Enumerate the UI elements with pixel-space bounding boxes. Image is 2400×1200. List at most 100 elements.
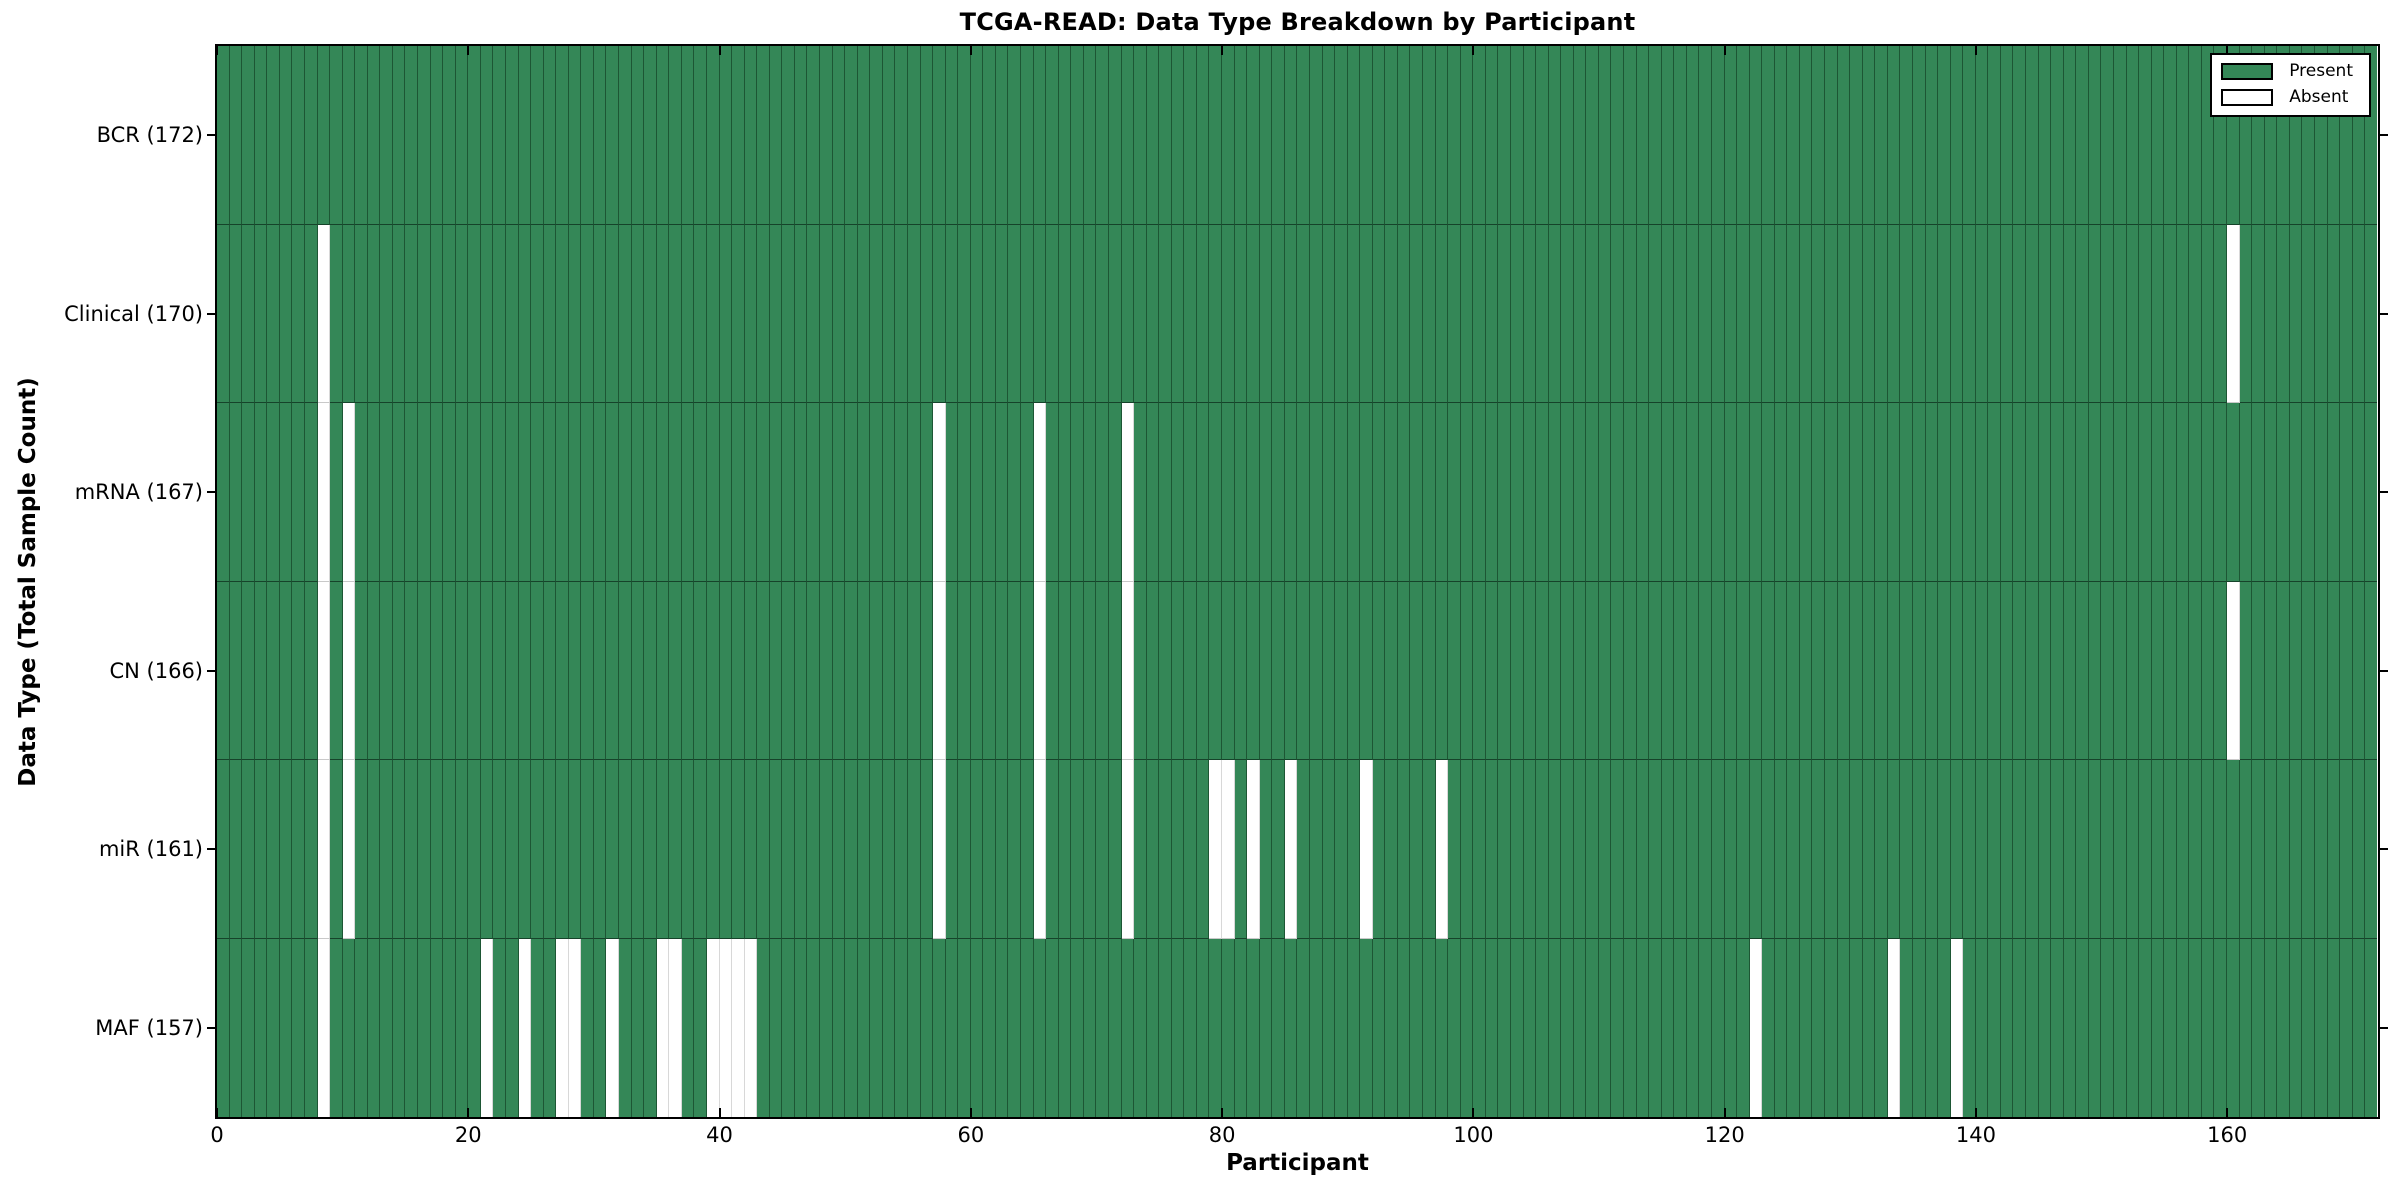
matrix-cell [995, 760, 1009, 939]
matrix-cell [1536, 760, 1549, 939]
matrix-cell [2365, 403, 2377, 582]
matrix-cell [1247, 403, 1260, 582]
x-tick-mark [216, 1108, 218, 1117]
matrix-cell [1096, 581, 1109, 760]
matrix-cell [1435, 581, 1449, 760]
matrix-cell [2365, 938, 2377, 1117]
matrix-cell [983, 224, 996, 403]
matrix-cell [531, 403, 544, 582]
matrix-cell [1134, 581, 1147, 760]
y-tick-mark [2380, 1026, 2388, 1029]
matrix-cell [2277, 403, 2290, 582]
matrix-cell [1159, 403, 1172, 582]
matrix-row-MAF [217, 938, 2378, 1117]
matrix-cell [317, 581, 331, 760]
matrix-cell [644, 403, 657, 582]
matrix-cell [1950, 224, 1964, 403]
matrix-cell [681, 403, 695, 582]
x-tick-mark [1221, 1108, 1224, 1117]
matrix-cell [2352, 938, 2366, 1117]
matrix-cell [1850, 224, 1863, 403]
matrix-cell [342, 938, 356, 1117]
matrix-cell [380, 760, 393, 939]
matrix-cell [2264, 938, 2278, 1117]
matrix-cell [1423, 581, 1436, 760]
matrix-cell [1448, 938, 1461, 1117]
matrix-cell [1837, 224, 1851, 403]
matrix-cell [2314, 938, 2328, 1117]
matrix-cell [732, 46, 745, 225]
matrix-cell [1460, 224, 1474, 403]
matrix-cell [1850, 581, 1863, 760]
matrix-cell [1988, 46, 2001, 225]
matrix-cell [1887, 581, 1901, 760]
matrix-cell [644, 46, 657, 225]
matrix-cell [644, 224, 657, 403]
matrix-cell [217, 224, 230, 403]
matrix-cell [1548, 938, 1562, 1117]
matrix-cell [355, 46, 368, 225]
matrix-cell [1196, 403, 1210, 582]
matrix-cell [355, 581, 368, 760]
matrix-cell [556, 46, 569, 225]
matrix-cell [719, 760, 733, 939]
matrix-cell [531, 46, 544, 225]
matrix-cell [1825, 46, 1838, 225]
matrix-cell [1586, 224, 1599, 403]
matrix-cell [1611, 581, 1624, 760]
matrix-cell [229, 46, 243, 225]
matrix-cell [1649, 938, 1662, 1117]
matrix-cell [744, 403, 758, 582]
matrix-cell [418, 46, 431, 225]
matrix-cell [1900, 224, 1913, 403]
matrix-cell [1636, 224, 1650, 403]
y-tick-mark [2380, 848, 2388, 851]
matrix-cell [895, 46, 908, 225]
matrix-cell [1711, 403, 1725, 582]
x-tick-mark [1723, 46, 1726, 55]
matrix-cell [1561, 224, 1574, 403]
matrix-cell [945, 403, 959, 582]
matrix-cell [1686, 46, 1700, 225]
matrix-cell [1435, 46, 1449, 225]
matrix-cell [279, 403, 293, 582]
matrix-cell [1498, 46, 1511, 225]
matrix-cell [1171, 224, 1185, 403]
matrix-cell [279, 760, 293, 939]
matrix-cell [1510, 46, 1524, 225]
matrix-cell [619, 403, 632, 582]
matrix-cell [568, 938, 582, 1117]
matrix-cell [1372, 46, 1386, 225]
matrix-cell [794, 403, 808, 582]
matrix-cell [1108, 760, 1122, 939]
matrix-cell [1975, 224, 1989, 403]
matrix-cell [392, 760, 406, 939]
matrix-cell [2088, 403, 2102, 582]
matrix-cell [1033, 46, 1047, 225]
matrix-cell [1762, 581, 1775, 760]
matrix-cell [1837, 938, 1851, 1117]
matrix-cell [1523, 760, 1537, 939]
matrix-cell [2302, 403, 2315, 582]
matrix-cell [229, 581, 243, 760]
matrix-cell [782, 403, 795, 582]
matrix-cell [1963, 581, 1976, 760]
matrix-cell [1674, 46, 1687, 225]
matrix-cell [2340, 581, 2353, 760]
matrix-cell [493, 581, 506, 760]
matrix-cell [217, 938, 230, 1117]
matrix-cell [1121, 403, 1135, 582]
matrix-cell [2201, 581, 2215, 760]
matrix-cell [1925, 46, 1939, 225]
matrix-cell [2189, 224, 2202, 403]
matrix-cell [1096, 224, 1109, 403]
matrix-cell [1008, 760, 1021, 939]
matrix-cell [1473, 224, 1486, 403]
matrix-cell [820, 46, 833, 225]
matrix-cell [870, 224, 883, 403]
matrix-cell [1561, 46, 1574, 225]
matrix-cell [2000, 224, 2014, 403]
x-tick-mark [2226, 46, 2229, 55]
matrix-cell [1146, 403, 1160, 582]
matrix-cell [2051, 760, 2064, 939]
